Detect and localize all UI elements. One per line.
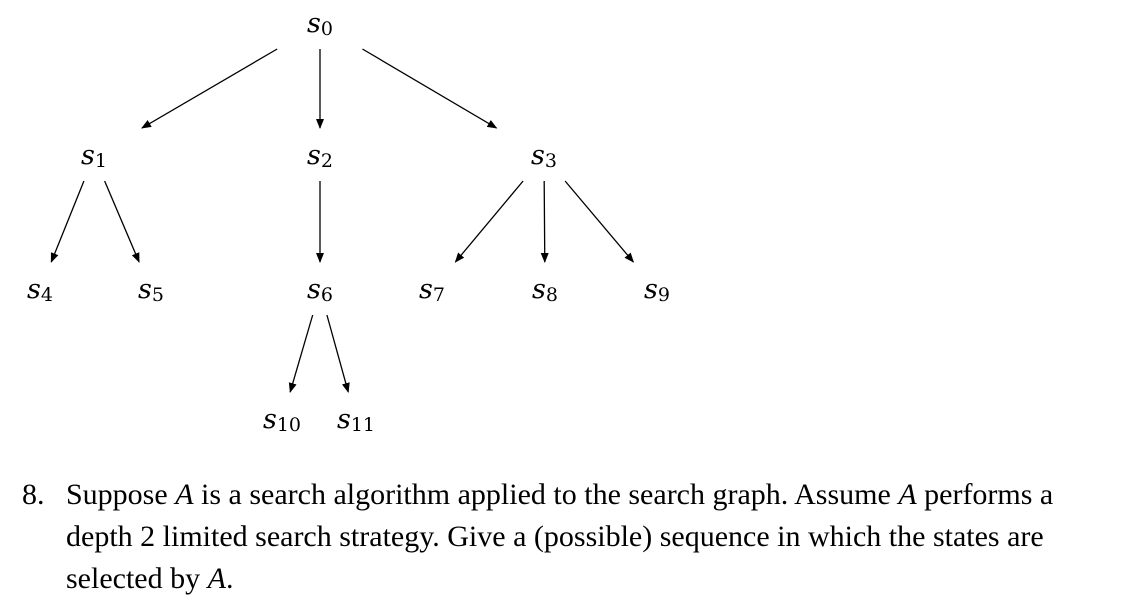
node-s5: s5: [138, 274, 164, 307]
node-s0: s0: [307, 8, 333, 41]
node-s1: s1: [81, 140, 107, 173]
edge-s6-s11: [326, 314, 350, 393]
question-text-part: Suppose: [66, 478, 176, 511]
node-s6: s6: [307, 274, 333, 307]
variable-a: A: [207, 562, 226, 595]
edge-s3-s7: [454, 180, 524, 263]
node-s10: s10: [263, 404, 301, 437]
edge-s6-s10: [288, 314, 314, 393]
node-s9: s9: [644, 274, 670, 307]
edge-s1-s5: [104, 180, 140, 263]
tree-edges: [50, 48, 635, 393]
question-8: 8. Suppose A is a search algorithm appli…: [22, 474, 1122, 600]
edge-s0-s1: [141, 48, 278, 129]
question-number: 8.: [22, 478, 45, 511]
edge-s1-s4: [50, 180, 85, 263]
node-s2: s2: [307, 140, 333, 173]
edge-s3-s8: [540, 180, 549, 263]
search-tree-diagram: s0 s1 s2 s3 s4 s5 s6 s7 s8 s9 s10 s11: [27, 8, 670, 437]
variable-a: A: [898, 478, 917, 511]
node-s8: s8: [532, 274, 558, 307]
tree-nodes: s0 s1 s2 s3 s4 s5 s6 s7 s8 s9 s10 s11: [27, 8, 670, 437]
node-s11: s11: [337, 404, 375, 437]
node-s7: s7: [419, 274, 445, 307]
edge-s0-s3: [362, 48, 498, 129]
edge-s3-s9: [564, 180, 635, 263]
node-s4: s4: [27, 274, 53, 307]
question-text-part: performs a depth 2 limited search strate…: [66, 478, 1054, 595]
question-text-part: .: [225, 562, 234, 595]
question-text-part: is a search algorithm applied to the sea…: [193, 478, 899, 511]
variable-a: A: [175, 478, 194, 511]
node-s3: s3: [531, 140, 557, 173]
question-text: Suppose A is a search algorithm applied …: [66, 474, 1122, 600]
